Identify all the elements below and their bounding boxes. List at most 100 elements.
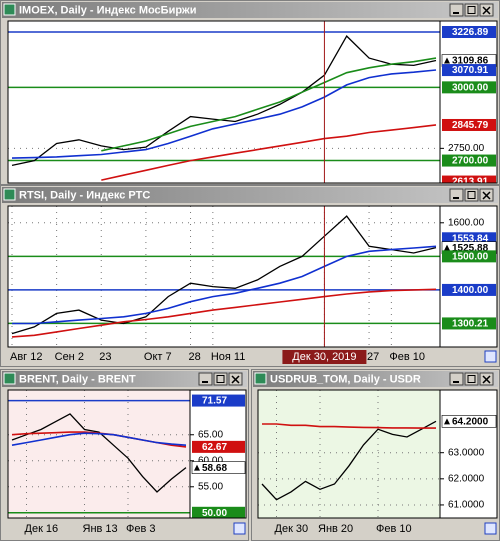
price-label-box bbox=[442, 283, 496, 296]
x-tick-label: Сен 2 bbox=[55, 351, 84, 363]
price-label: 71.57 bbox=[202, 396, 227, 407]
price-label-box bbox=[442, 154, 496, 167]
y-tick-label: 1600.00 bbox=[448, 217, 485, 228]
y-tick-label: 65.00 bbox=[198, 429, 223, 440]
plot-area bbox=[8, 21, 440, 183]
price-label-box bbox=[192, 394, 245, 407]
x-tick-label: 27 bbox=[367, 351, 379, 363]
price-line bbox=[261, 420, 437, 501]
button-glyph bbox=[482, 375, 491, 384]
axis-border bbox=[439, 205, 498, 348]
window-button bbox=[449, 3, 464, 17]
plot-layer bbox=[8, 206, 440, 347]
price-label-box bbox=[441, 415, 497, 428]
ic-icon bbox=[233, 522, 246, 535]
current-marker bbox=[444, 418, 450, 425]
price-line bbox=[11, 69, 437, 159]
y-tick-label: 63.0000 bbox=[448, 447, 485, 458]
price-label: 64.2000 bbox=[452, 416, 489, 427]
price-label-box bbox=[442, 175, 496, 183]
axis-border bbox=[439, 20, 498, 184]
price-label: 1553.84 bbox=[452, 233, 489, 244]
price-label: 3070.91 bbox=[452, 65, 489, 76]
axis-layer: 65.00 60.00 55.00 71.57 62.67 58.68 50.00 bbox=[190, 394, 246, 518]
price-label: 1400.00 bbox=[452, 285, 489, 296]
plot-layer bbox=[8, 21, 440, 183]
x-tick-label: Дек 30, 2019 bbox=[292, 351, 356, 363]
price-label: 3226.89 bbox=[452, 27, 489, 38]
price-label: 62.67 bbox=[202, 442, 227, 453]
title-bar bbox=[2, 187, 498, 203]
price-line bbox=[11, 413, 187, 493]
current-marker bbox=[444, 244, 450, 251]
y-tick-label: 55.00 bbox=[198, 481, 223, 492]
window-title: RTSI, Daily - Индекс РТС bbox=[19, 189, 150, 201]
price-label: 1525.88 bbox=[452, 243, 489, 254]
price-label-box bbox=[442, 317, 496, 330]
plot-area bbox=[258, 390, 440, 518]
price-axis bbox=[440, 390, 497, 518]
current-marker bbox=[194, 464, 200, 471]
price-label-box bbox=[442, 250, 496, 263]
title-bar bbox=[2, 371, 247, 387]
window-button bbox=[198, 372, 213, 386]
axis-border bbox=[439, 389, 498, 519]
current-marker bbox=[444, 57, 450, 64]
x-tick-label: Ноя 11 bbox=[211, 351, 246, 363]
x-tick-label: 28 bbox=[189, 351, 201, 363]
price-label: 58.68 bbox=[202, 463, 227, 474]
axis-layer: 63.0000 62.0000 61.0000 64.2000 bbox=[440, 415, 497, 511]
plot-layer bbox=[258, 390, 440, 518]
price-label: 1500.00 bbox=[452, 251, 489, 262]
price-label-box bbox=[192, 506, 245, 518]
plot-area bbox=[8, 390, 190, 518]
price-label: 2613.91 bbox=[452, 177, 489, 188]
price-label: 3000.00 bbox=[452, 83, 489, 94]
button-glyph bbox=[467, 191, 476, 199]
ic-icon bbox=[484, 522, 497, 535]
y-tick-label: 2750.00 bbox=[448, 143, 485, 154]
x-tick-label: Дек 30 bbox=[275, 523, 309, 535]
cursor-date-box bbox=[282, 350, 367, 364]
x-tick-label: Фев 3 bbox=[126, 523, 156, 535]
price-label-box bbox=[442, 118, 496, 131]
axis-border bbox=[189, 389, 247, 519]
x-tick-label: Фев 10 bbox=[376, 523, 412, 535]
window-button bbox=[464, 188, 479, 202]
button-glyph bbox=[231, 375, 240, 384]
price-label-box bbox=[442, 64, 496, 77]
price-label: 2700.00 bbox=[452, 156, 489, 167]
plot-layer bbox=[8, 390, 190, 518]
price-line bbox=[11, 215, 437, 335]
window-icon bbox=[3, 372, 16, 385]
window-title: BRENT, Daily - BRENT bbox=[19, 373, 136, 385]
window-button bbox=[449, 372, 464, 386]
x-tick-label: Авг 12 bbox=[10, 351, 42, 363]
x-tick-label: Янв 20 bbox=[318, 523, 353, 535]
button-glyph bbox=[482, 6, 491, 15]
price-label-box bbox=[442, 81, 496, 94]
price-line bbox=[11, 432, 187, 446]
price-label: 2845.79 bbox=[452, 120, 489, 131]
price-line bbox=[101, 57, 437, 152]
window-button bbox=[213, 372, 228, 386]
x-tick-label: Янв 13 bbox=[83, 523, 118, 535]
price-line bbox=[11, 288, 437, 338]
window-button bbox=[464, 3, 479, 17]
price-label-box bbox=[442, 26, 496, 39]
window-button bbox=[464, 372, 479, 386]
price-label-box bbox=[442, 232, 496, 245]
button-glyph bbox=[467, 6, 476, 14]
window-title: USDRUB_TOM, Daily - USDR bbox=[270, 373, 421, 385]
price-label: 1300.21 bbox=[452, 319, 489, 330]
price-line bbox=[11, 35, 437, 167]
price-axis bbox=[190, 390, 246, 518]
price-line bbox=[101, 124, 437, 181]
y-tick-label: 60.00 bbox=[198, 455, 223, 466]
title-bar bbox=[2, 2, 498, 18]
x-tick-label: 23 bbox=[99, 351, 111, 363]
